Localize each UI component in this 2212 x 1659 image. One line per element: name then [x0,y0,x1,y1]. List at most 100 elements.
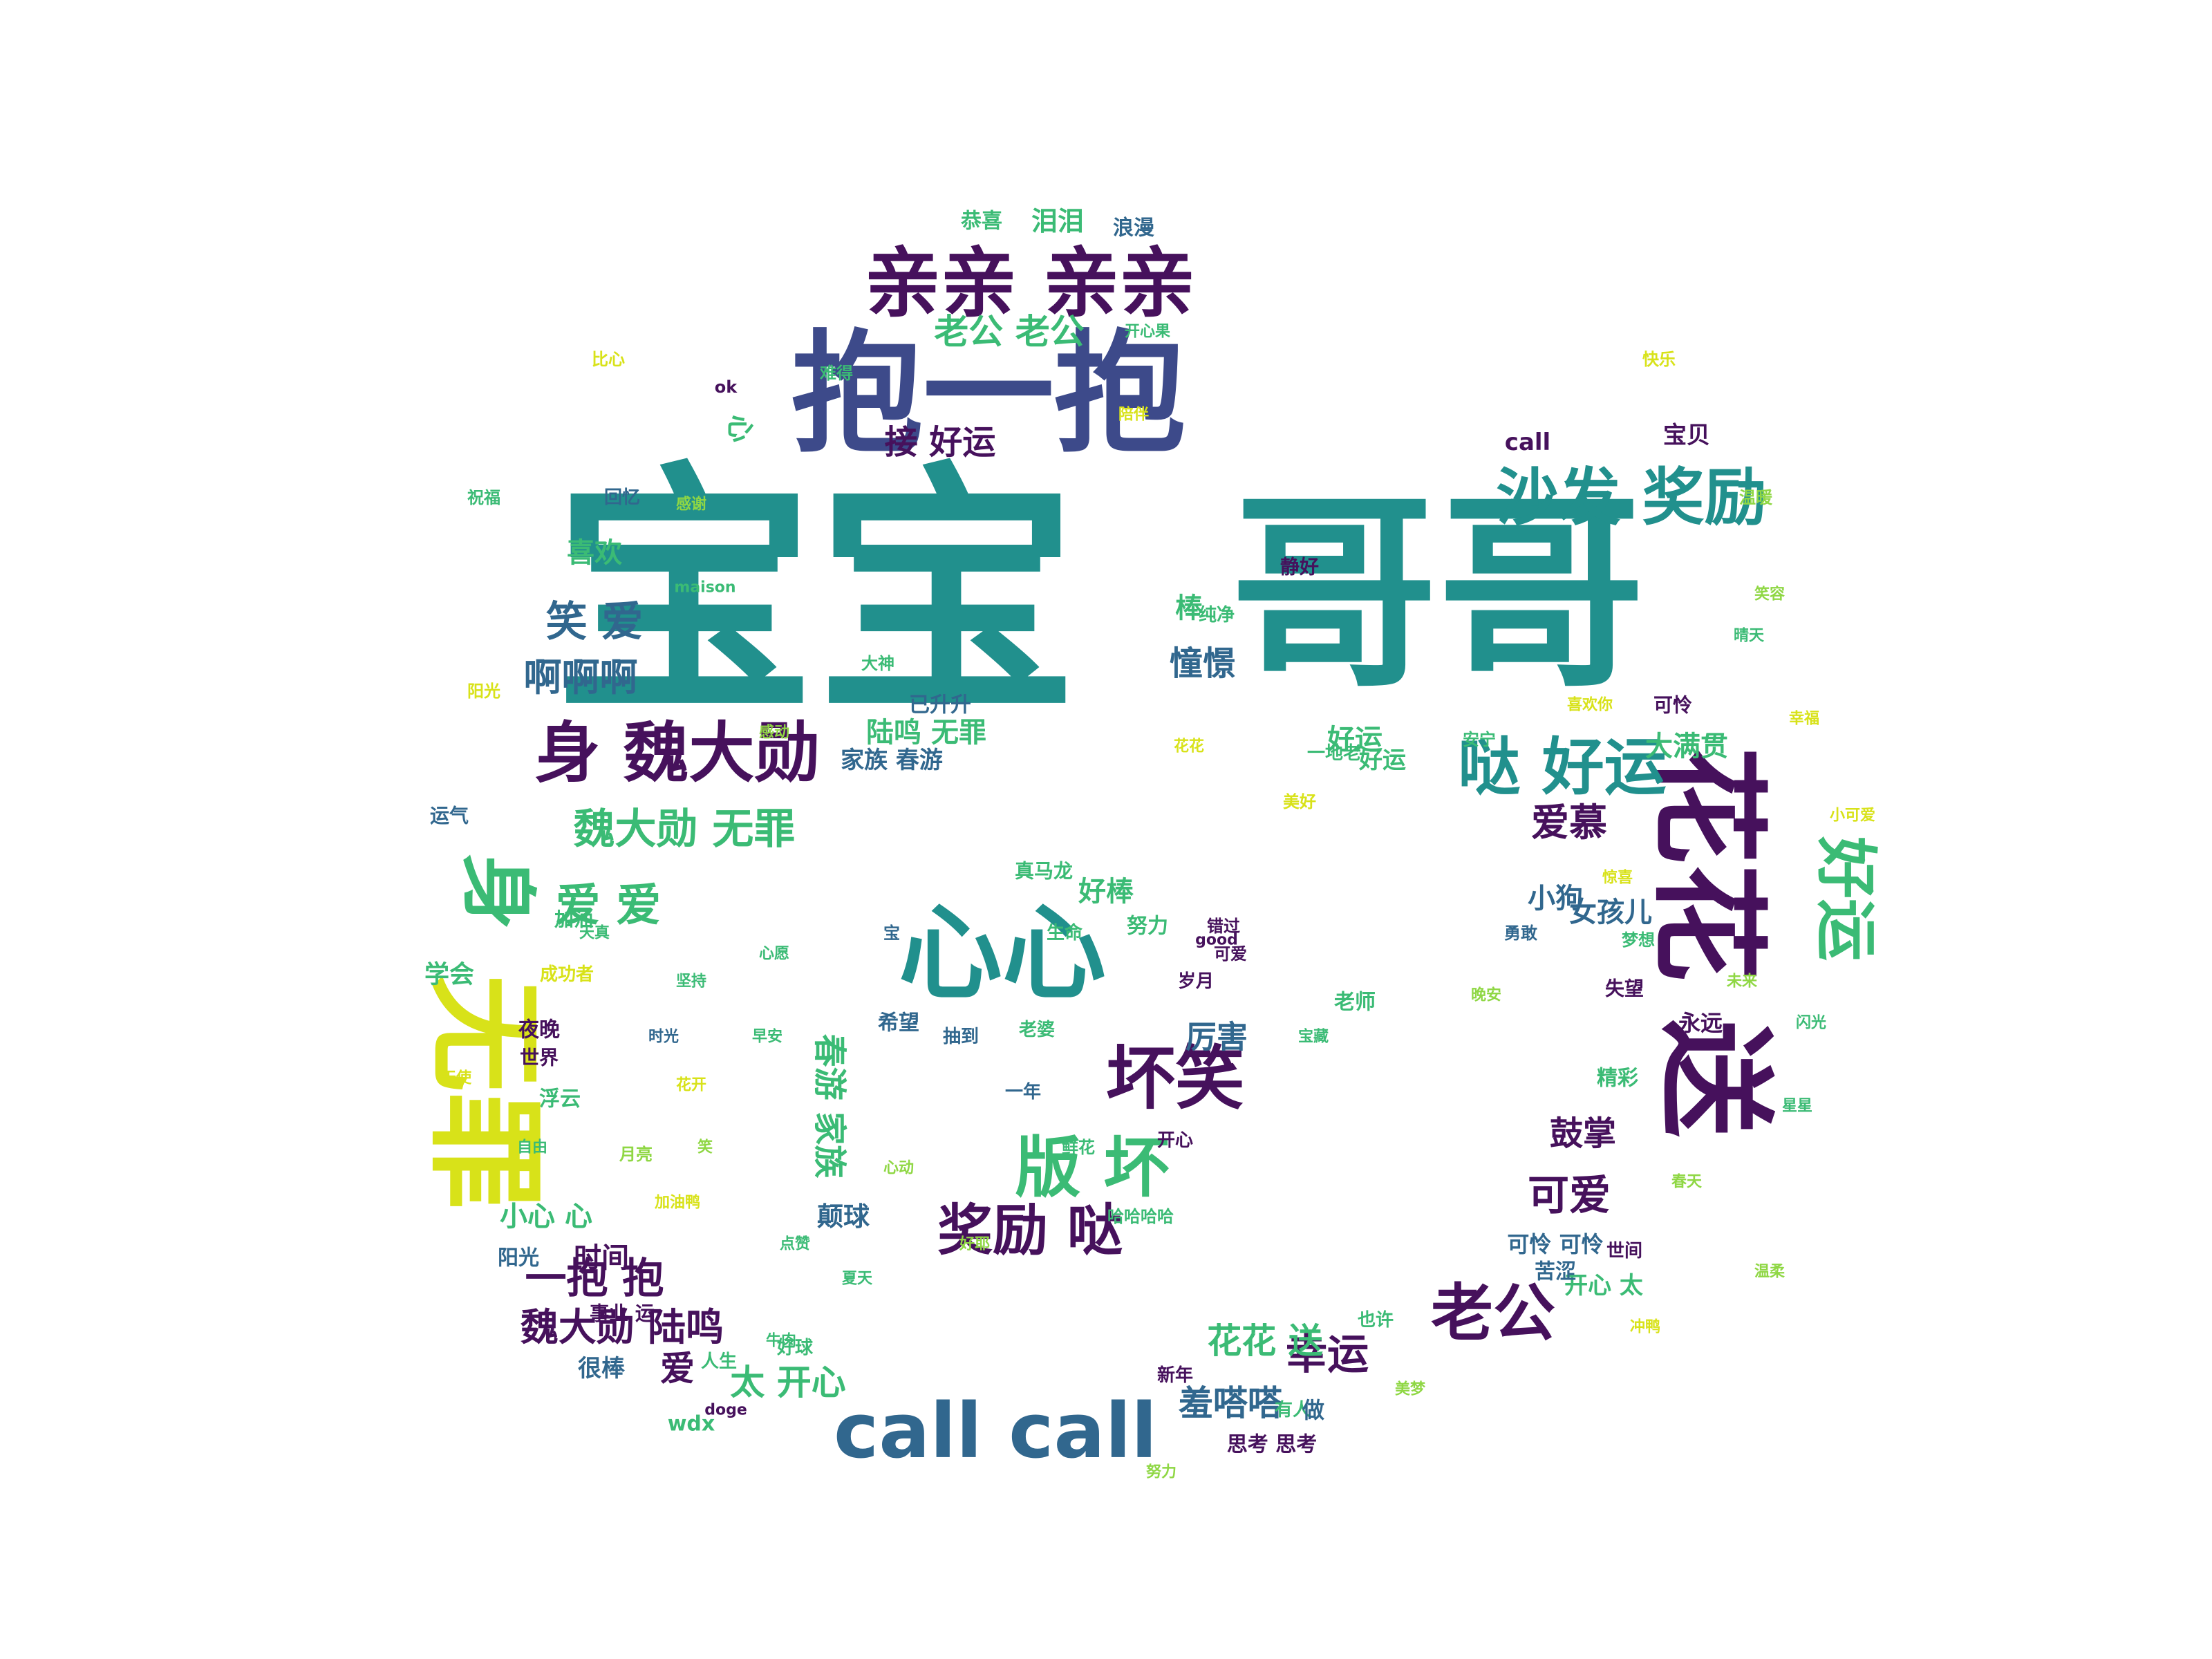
cloud-word: 美好 [1283,792,1316,812]
cloud-word: 难得 [819,364,853,383]
cloud-word: 可怜 可怜 [1507,1231,1603,1257]
cloud-word: 无罪 [415,975,552,1210]
cloud-word: 可爱 [1214,944,1247,964]
cloud-word: 梦想 [1622,930,1655,950]
cloud-word: 一地老 [1307,743,1361,764]
cloud-word: 棒 [1175,592,1203,624]
cloud-word: 花花 [1639,747,1776,982]
cloud-word: 花花 送 [1207,1321,1322,1361]
cloud-word: 岁月 [1178,971,1214,992]
cloud-word: 浮云 [539,1087,581,1112]
cloud-word: 爱 [660,1349,695,1389]
cloud-word: 成功者 [540,964,594,985]
cloud-word: 心 [724,415,756,442]
cloud-word: 大满贯 [1645,731,1728,762]
cloud-word: 好运 [1327,724,1382,756]
cloud-word: 星星 [1782,1098,1812,1115]
cloud-word: 世界 [520,1047,559,1069]
cloud-word: 温暖 [1739,488,1773,507]
cloud-word: 时光 [648,1029,679,1046]
cloud-word: good [1195,932,1238,949]
cloud-word: 哈哈哈哈 [1107,1207,1174,1226]
cloud-word: 幸福 [1789,710,1819,728]
cloud-word: 家族 春游 [841,747,943,774]
cloud-word: 老公 老公 [934,312,1084,352]
cloud-word: 努力 [1146,1463,1177,1481]
cloud-word: 回忆 [604,487,640,508]
cloud-word: 阳光 [467,682,500,701]
cloud-word: 牛肉 [766,1332,796,1350]
cloud-word: 夜晚 [518,1018,560,1042]
cloud-word: 精彩 [1597,1067,1638,1091]
cloud-word: 一年 [1005,1081,1041,1103]
cloud-word: 宝 [883,924,900,943]
cloud-word: 坏笑 [1106,1038,1244,1119]
cloud-word: 泪泪 [1031,206,1084,236]
cloud-word: 永远 [1678,1010,1723,1036]
cloud-word: 错过 [1207,917,1240,936]
cloud-word: 喜欢你 [1567,696,1613,714]
cloud-word: 新年 [1157,1365,1193,1386]
cloud-word: 沙发 奖励 [1496,462,1766,534]
cloud-word: 做 [1302,1397,1324,1423]
cloud-word: 好运 [1810,836,1882,961]
cloud-word: 鲜花 [1062,1138,1095,1157]
cloud-word: 天使 [441,1070,472,1087]
cloud-word: 阳光 [498,1246,539,1271]
cloud-word: 宝贝 [1663,422,1710,449]
cloud-word: 抽到 [943,1027,979,1047]
cloud-word: maison [674,579,735,597]
cloud-word: 苦涩 [1535,1260,1576,1284]
cloud-word: 运气 [430,805,469,827]
cloud-word: 冲鸭 [1630,1318,1660,1336]
cloud-word: 未来 [1727,973,1758,991]
cloud-word: 老公 [1431,1277,1555,1350]
cloud-word: 小可爱 [1830,807,1875,825]
cloud-word: 春天 [1671,1174,1703,1191]
cloud-word: 事业 运 [590,1302,655,1325]
cloud-word: 春游 家族 [810,1034,849,1179]
cloud-word: 努力 [1127,915,1168,939]
cloud-word: 女孩儿 [1569,897,1652,928]
cloud-word: 亲亲 亲亲 [865,239,1195,328]
cloud-word: 已升升 [909,693,971,718]
cloud-word: 抱一抱 [791,318,1185,471]
cloud-word: 花花 [1174,738,1204,756]
cloud-word: 闪光 [1796,1015,1826,1032]
cloud-word: 身 [453,854,542,930]
cloud-word: 加油鸭 [654,1194,700,1212]
cloud-word: 接 好运 [885,423,996,462]
cloud-word: 晚安 [1471,986,1501,1004]
cloud-word: 好耶 [959,1235,990,1253]
cloud-word: 好运 [1358,747,1406,774]
cloud-word: 恭喜 [960,209,1002,234]
cloud-word: 爱 爱 [556,880,662,932]
cloud-word: 陆鸣 无罪 [866,717,986,749]
cloud-word: 安宁 [1463,730,1496,749]
cloud-word: 小心 心 [500,1201,592,1232]
cloud-word: 温柔 [1754,1264,1785,1281]
cloud-word: 陪伴 [1118,406,1149,424]
cloud-word: 早安 [752,1028,782,1046]
cloud-word: 喜欢 [567,537,622,569]
cloud-word: 好球 [776,1338,814,1358]
cloud-word: 感谢 [676,496,706,514]
cloud-word: 很棒 [578,1355,626,1382]
cloud-word: 魏大勋 无罪 [574,805,796,854]
cloud-word: 纯净 [1199,604,1235,626]
cloud-word: 憧憬 [1170,644,1236,683]
cloud-word: 世间 [1606,1241,1642,1262]
cloud-word: 惊喜 [1602,869,1633,887]
cloud-word: 宝宝 [553,442,1078,748]
cloud-word: 小狗 [1528,883,1583,915]
cloud-word: 花开 [676,1076,706,1094]
cloud-word: 好棒 [1078,876,1134,908]
cloud-word: 开心 [1157,1130,1193,1151]
cloud-word: 啊啊啊 [523,655,637,700]
cloud-word: 太 开心 [730,1362,845,1403]
cloud-word: 心心 [899,894,1106,1014]
cloud-word: 生命 [1047,922,1083,944]
cloud-word: 自由 [517,1138,547,1156]
cloud-word: 勇敢 [1504,924,1538,943]
cloud-word: 笑容 [1754,585,1785,603]
